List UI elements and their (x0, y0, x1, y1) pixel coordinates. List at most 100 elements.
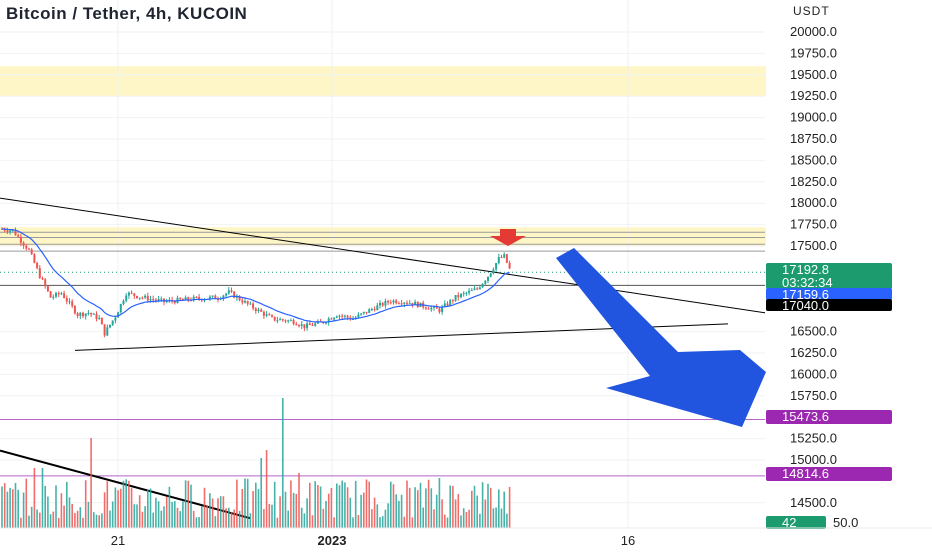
volume-bar (28, 515, 30, 528)
volume-bar (257, 489, 260, 528)
volume-bar (44, 485, 46, 528)
candle-body (73, 306, 76, 314)
price-label-last-price: 17192.8 (782, 262, 829, 277)
price-label-level-purple-2: 14814.6 (782, 466, 829, 481)
candle-body (408, 302, 411, 304)
volume-bar (468, 509, 470, 528)
candle-body (281, 319, 284, 321)
candle-body (303, 324, 306, 329)
volume-bar (147, 489, 149, 528)
volume-bar (379, 517, 381, 528)
volume-bar (3, 483, 6, 528)
volume-bar (476, 495, 478, 528)
blue-down-arrow-icon (556, 248, 766, 427)
candle-body (87, 312, 90, 314)
volume-bar (60, 493, 63, 528)
candle-body (55, 292, 57, 297)
candle-body (487, 276, 489, 281)
volume-bar (244, 478, 246, 528)
volume-bar (471, 490, 473, 528)
price-label-volume-label: 42 (782, 515, 796, 530)
volume-bar (330, 487, 333, 528)
volume-bar (319, 486, 322, 528)
candle-body (357, 314, 360, 318)
volume-bar (419, 482, 422, 528)
candle-body (411, 302, 414, 305)
candle-body (395, 300, 398, 304)
candle-body (335, 316, 338, 318)
volume-bar (500, 508, 503, 528)
candle-body (208, 296, 211, 299)
candle-body (300, 324, 303, 327)
volume-bar (163, 506, 165, 528)
candle-body (241, 300, 244, 303)
volume-bar (182, 501, 184, 528)
candle-body (79, 312, 82, 316)
volume-bar (249, 513, 252, 528)
volume-bar (238, 510, 241, 528)
candle-body (173, 301, 176, 303)
ema-line (1, 228, 510, 323)
volume-bar (203, 487, 206, 528)
price-label-box-ema-value (766, 288, 892, 300)
candle-body (25, 245, 28, 249)
volume-bar (282, 398, 284, 528)
candle-body (254, 308, 257, 312)
volume-bar (349, 497, 352, 528)
volume-bar (433, 509, 435, 528)
candle-body (238, 296, 241, 301)
candle-body (465, 292, 468, 294)
candle-body (287, 320, 290, 322)
volume-bar (265, 450, 268, 528)
volume-bar (114, 487, 117, 528)
volume-bar (106, 481, 109, 528)
candle-body (36, 262, 39, 269)
candle-body (262, 311, 265, 316)
volume-bar (152, 512, 154, 528)
y-tick-label: 14500.0 (790, 495, 837, 510)
candle-body (468, 290, 471, 293)
y-tick-label: 15000.0 (790, 452, 837, 467)
candle-body (11, 229, 14, 231)
candle-body (279, 319, 282, 321)
candle-body (343, 315, 346, 317)
volume-bar (130, 487, 133, 528)
candle-body (384, 300, 387, 306)
candle-body (311, 324, 314, 326)
price-label-box-level-purple-2 (766, 467, 892, 481)
volume-bar (384, 509, 387, 528)
volume-bar (217, 498, 219, 528)
volume-bar (149, 488, 152, 528)
candle-body (9, 230, 12, 232)
volume-bar (298, 473, 300, 528)
volume-bar (425, 488, 427, 528)
candle-body (22, 242, 25, 246)
volume-bar (333, 517, 335, 528)
y-tick-label: 19750.0 (790, 45, 837, 60)
volume-bar (406, 480, 408, 528)
candle-body (141, 297, 144, 299)
volume-bar (438, 478, 441, 528)
volume-bar (336, 483, 338, 528)
candle-body (314, 323, 317, 326)
candle-body (90, 312, 93, 315)
candle-body (438, 308, 441, 313)
volume-bar (214, 516, 217, 528)
candle-body (130, 292, 133, 294)
candle-body (292, 320, 295, 324)
candle-body (295, 323, 298, 326)
candle-body (451, 300, 454, 302)
volume-bar (209, 493, 211, 528)
candle-body (122, 300, 125, 304)
volume-bar (292, 492, 295, 528)
volume-bar (66, 481, 68, 528)
volume-bar (128, 480, 130, 528)
candle-body (403, 302, 406, 304)
volume-bar (192, 510, 195, 528)
volume-bar (17, 489, 19, 528)
volume-bar (155, 497, 157, 528)
candle-body (489, 273, 492, 277)
volume-bar (68, 497, 71, 528)
y-tick-label: 19250.0 (790, 88, 837, 103)
volume-bar (225, 508, 227, 528)
